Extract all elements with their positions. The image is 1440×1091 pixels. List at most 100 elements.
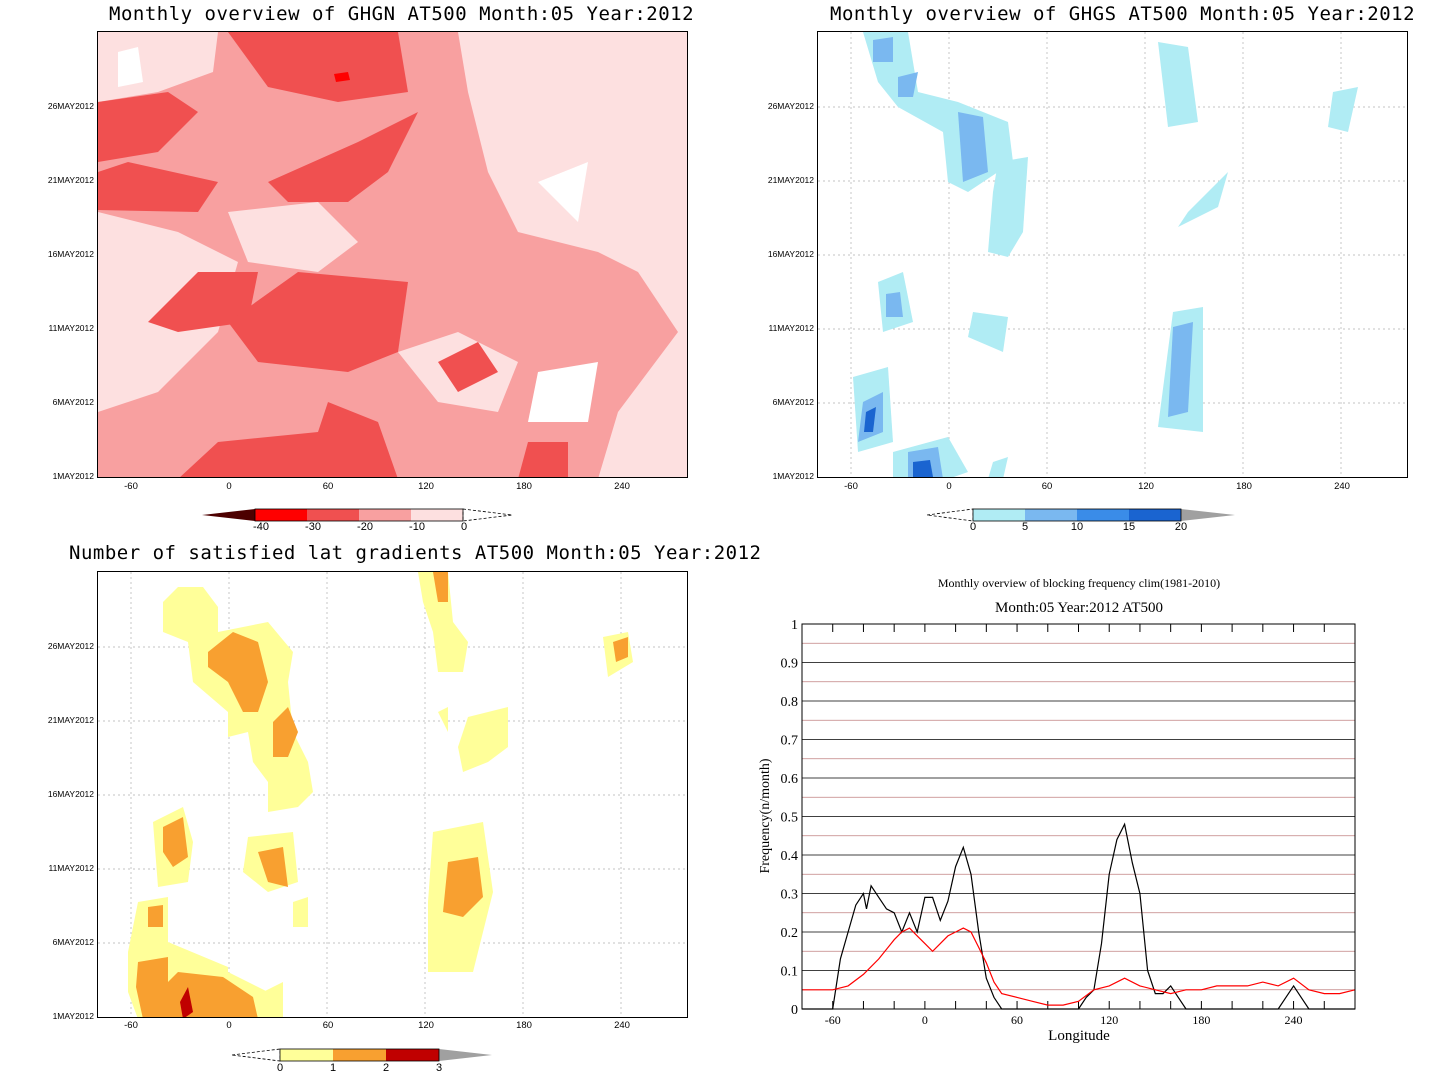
ghgs-fill-dark bbox=[864, 407, 876, 432]
ghgn-y-tick: 6MAY2012 bbox=[52, 397, 94, 407]
lat-fill-2 bbox=[273, 707, 298, 757]
freq-y-tick: 0.7 bbox=[781, 734, 799, 749]
freq-y-tick: 0.2 bbox=[781, 926, 799, 941]
ghgn-colorbar-label: -40 bbox=[253, 521, 269, 533]
freq-y-tick: 0.6 bbox=[781, 772, 799, 787]
lat-colorbar-swatch bbox=[439, 1049, 492, 1061]
lat-fill-2 bbox=[443, 857, 483, 917]
freq-x-tick: 240 bbox=[1285, 1013, 1303, 1027]
ghgs-y-tick: 11MAY2012 bbox=[768, 323, 814, 333]
lat-y-tick: 11MAY2012 bbox=[48, 863, 94, 873]
ghgn-colorbar-label: -20 bbox=[357, 521, 373, 533]
ghgs-colorbar-label: 15 bbox=[1122, 521, 1136, 533]
ghgn-fill-mid bbox=[180, 402, 398, 477]
lat-fill-2 bbox=[613, 637, 628, 662]
lat-colorbar-label: 0 bbox=[276, 1062, 284, 1074]
lat-fill-3 bbox=[180, 987, 193, 1017]
lat-x-tick: 60 bbox=[322, 1020, 334, 1031]
freq-y-tick: 0.8 bbox=[781, 695, 799, 710]
ghgs-fill-dark bbox=[913, 460, 933, 477]
lat-contour bbox=[98, 572, 687, 1017]
lat-x-tick: 180 bbox=[516, 1020, 532, 1031]
ghgn-colorbar-swatch bbox=[359, 509, 411, 521]
ghgn-colorbar-swatch bbox=[202, 509, 255, 521]
freq-x-tick: 0 bbox=[922, 1013, 928, 1027]
ghgn-x-tick: 180 bbox=[516, 481, 532, 492]
ghgn-fill-mid bbox=[518, 442, 568, 477]
lat-colorbar-swatch bbox=[231, 1048, 281, 1062]
ghgs-colorbar-swatch bbox=[1129, 509, 1181, 521]
ghgs-fill-mid bbox=[873, 37, 893, 62]
lat-fill-2 bbox=[208, 632, 268, 712]
ghgs-y-tick: 21MAY2012 bbox=[767, 175, 814, 185]
lat-fill-1 bbox=[263, 982, 283, 1017]
ghgn-colorbar-swatch bbox=[255, 509, 307, 521]
ghgs-x-tick: 60 bbox=[1041, 481, 1053, 492]
lat-fill-2 bbox=[258, 847, 288, 887]
ghgn-contour bbox=[98, 32, 687, 477]
ghgn-x-tick: 0 bbox=[226, 481, 232, 492]
freq-y-tick: 1 bbox=[791, 618, 798, 633]
ghgn-x-tick: 120 bbox=[418, 481, 434, 492]
ghgn-title: Monthly overview of GHGN AT500 Month:05 … bbox=[109, 3, 695, 25]
freq-y-tick: 0.1 bbox=[781, 965, 799, 980]
ghgn-x-tick: -60 bbox=[124, 481, 138, 492]
lat-plot-area bbox=[97, 571, 688, 1018]
ghgn-plot-area bbox=[97, 31, 688, 478]
ghgs-plot-area bbox=[817, 31, 1408, 478]
ghgs-fill-mid bbox=[1168, 322, 1193, 417]
lat-x-tick: -60 bbox=[124, 1020, 138, 1031]
ghgn-x-tick: 240 bbox=[614, 481, 630, 492]
lat-fill-2 bbox=[148, 905, 163, 927]
freq-series-red-line bbox=[802, 927, 1356, 1006]
ghgs-fill-light bbox=[1178, 172, 1228, 227]
freq-y-tick: 0.3 bbox=[781, 888, 799, 903]
ghgs-x-tick: 0 bbox=[946, 481, 952, 492]
lat-x-tick: 120 bbox=[418, 1020, 434, 1031]
ghgn-colorbar-label: -30 bbox=[305, 521, 321, 533]
lat-fill-1 bbox=[418, 572, 468, 672]
ghgs-contour bbox=[818, 32, 1407, 477]
lat-colorbar-swatch bbox=[280, 1049, 333, 1061]
ghgs-y-tick: 1MAY2012 bbox=[772, 471, 814, 481]
ghgn-fill-mid bbox=[98, 162, 218, 212]
lat-title: Number of satisfied lat gradients AT500 … bbox=[69, 542, 762, 564]
lat-fill-2 bbox=[136, 957, 258, 1017]
freq-plot-frame bbox=[801, 623, 1356, 1010]
lat-fill-2 bbox=[433, 572, 448, 602]
ghgs-colorbar-label: 10 bbox=[1070, 521, 1084, 533]
ghgn-fill-mid bbox=[98, 92, 198, 162]
ghgn-fill-mid bbox=[148, 272, 258, 332]
lat-fill-1 bbox=[458, 707, 508, 772]
ghgn-colorbar-swatch bbox=[462, 508, 513, 522]
freq-series-black-line bbox=[802, 822, 1355, 1010]
freq-xlabel: Longitude bbox=[1048, 1028, 1110, 1044]
freq-x-tick: -60 bbox=[825, 1013, 841, 1027]
lat-fill-1 bbox=[293, 897, 308, 927]
ghgn-fill-light bbox=[228, 202, 358, 272]
ghgn-fill-strong bbox=[334, 72, 350, 82]
lat-colorbar-label: 2 bbox=[382, 1062, 390, 1074]
ghgs-fill-light bbox=[988, 457, 1008, 477]
ghgs-fill-mid bbox=[958, 112, 988, 182]
freq-series bbox=[802, 822, 1356, 1010]
ghgn-fill-mid bbox=[438, 342, 498, 392]
ghgs-x-tick: -60 bbox=[844, 481, 858, 492]
ghgs-x-tick: 180 bbox=[1236, 481, 1252, 492]
ghgn-y-tick: 21MAY2012 bbox=[47, 175, 94, 185]
freq-y-tick: 0 bbox=[791, 1003, 798, 1018]
ghgs-fill-mid bbox=[898, 72, 918, 97]
ghgs-fill-light bbox=[988, 157, 1028, 257]
ghgs-fill-light bbox=[1328, 87, 1358, 132]
ghgn-y-tick: 11MAY2012 bbox=[48, 323, 94, 333]
lat-fill-1 bbox=[438, 707, 448, 732]
ghgs-colorbar bbox=[926, 508, 1235, 522]
freq-y-axis: 0 0.1 0.2 0.3 0.4 0.5 0.6 0.7 0.8 0.9 1 bbox=[781, 618, 799, 1018]
ghgn-colorbar-swatch bbox=[411, 509, 463, 521]
freq-x-tick: 120 bbox=[1100, 1013, 1118, 1027]
lat-colorbar bbox=[231, 1048, 492, 1062]
lat-x-tick: 240 bbox=[614, 1020, 630, 1031]
ghgs-colorbar-swatch bbox=[1181, 509, 1235, 521]
lat-y-tick: 16MAY2012 bbox=[47, 789, 94, 799]
freq-y-tick: 0.9 bbox=[781, 657, 799, 672]
